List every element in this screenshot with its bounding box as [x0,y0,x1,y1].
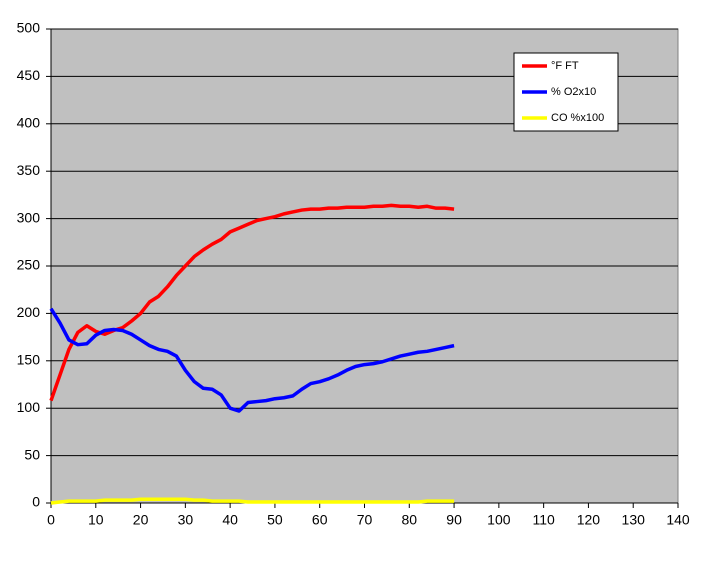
y-tick-label: 300 [17,209,41,225]
series-line [49,307,455,413]
legend-label: CO %x100 [551,112,604,124]
y-tick-label: 350 [17,162,41,178]
x-tick-label: 110 [532,512,555,528]
x-tick-label: 80 [401,512,417,528]
y-tick-label: 400 [17,115,41,131]
y-tick-label: 150 [17,352,41,368]
legend-label: % O2x10 [551,86,596,98]
legend-label: °F FT [551,60,579,72]
x-tick-label: 90 [446,512,462,528]
x-tick-label: 30 [178,512,194,528]
y-tick-label: 200 [17,304,41,320]
x-tick-label: 60 [312,512,328,528]
x-tick-label: 10 [88,512,104,528]
y-tick-label: 250 [17,257,41,273]
x-tick-label: 40 [222,512,238,528]
y-tick-label: 100 [17,399,41,415]
y-tick-label: 50 [24,446,40,462]
series-line [50,497,455,505]
x-tick-label: 20 [133,512,149,528]
x-tick-label: 50 [267,512,283,528]
x-tick-label: 140 [666,512,690,528]
x-tick-label: 130 [622,512,646,528]
y-tick-label: 450 [17,67,41,83]
y-tick-label: 0 [32,494,40,510]
x-tick-label: 70 [357,512,373,528]
x-tick-label: 100 [487,512,511,528]
x-tick-label: 0 [47,512,55,528]
x-tick-label: 120 [577,512,601,528]
y-tick-label: 500 [17,20,41,36]
